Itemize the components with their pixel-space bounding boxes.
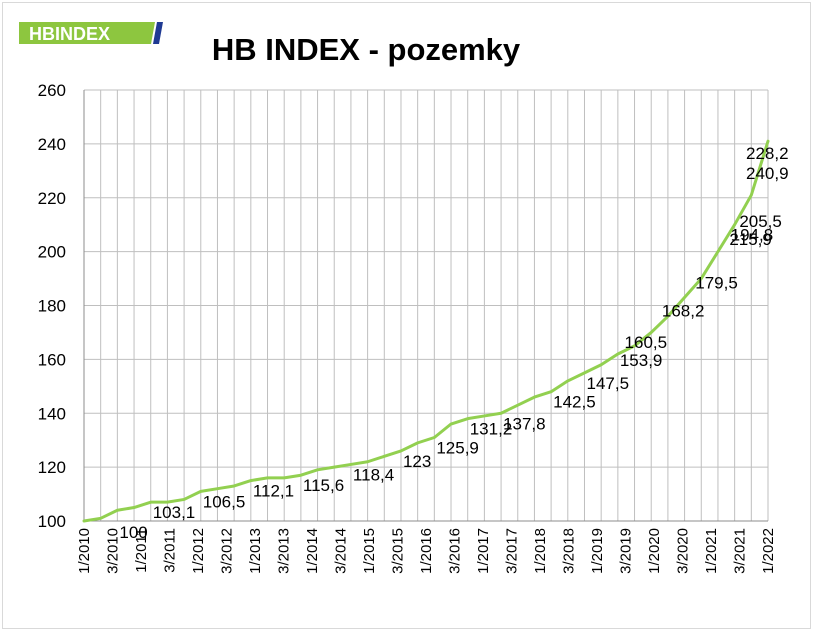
x-tick-label: 3/2013 (276, 528, 293, 574)
data-label: 106,5 (203, 492, 246, 511)
y-tick-label: 140 (38, 404, 66, 423)
x-tick-label: 3/2018 (561, 528, 578, 574)
x-tick-label: 3/2012 (219, 528, 236, 574)
series-line (82, 139, 770, 523)
data-label: 215,9 (729, 230, 772, 249)
y-tick-label: 120 (38, 458, 66, 477)
x-tick-label: 3/2016 (447, 528, 464, 574)
data-label: 103,1 (153, 503, 196, 522)
axes (83, 90, 768, 522)
data-label: 123 (403, 452, 431, 471)
data-label: 228,2 (746, 144, 789, 163)
grid (83, 89, 769, 522)
data-label: 168,2 (662, 301, 705, 320)
x-tick-label: 1/2017 (475, 528, 492, 574)
hbindex-logo: HBINDEX (19, 22, 163, 44)
x-tick-label: 3/2015 (390, 528, 407, 574)
y-tick-label: 100 (38, 512, 66, 531)
x-tick-label: 3/2011 (162, 528, 179, 573)
data-label: 240,9 (746, 164, 789, 183)
logo-green-bar (19, 22, 155, 44)
y-axis-ticks: 100 120 140 160 180 200 220 240 260 (38, 81, 66, 531)
x-tick-label: 1/2019 (589, 528, 606, 574)
x-tick-label: 3/2014 (333, 528, 350, 574)
x-tick-label: 3/2021 (732, 528, 749, 574)
data-label: 125,9 (436, 438, 479, 457)
data-label: 194,8 (731, 226, 774, 245)
y-tick-label: 240 (38, 135, 66, 154)
x-tick-label: 1/2013 (247, 528, 264, 574)
y-tick-label: 160 (38, 350, 66, 369)
x-tick-label: 1/2012 (190, 528, 207, 574)
x-tick-label: 1/2010 (76, 528, 93, 574)
y-tick-label: 260 (38, 81, 66, 100)
data-label: 115,6 (303, 476, 344, 495)
data-label: 147,5 (586, 374, 629, 393)
data-label: 179,5 (695, 274, 738, 293)
y-tick-label: 200 (38, 243, 66, 262)
data-labels: 100 103,1 106,5 112,1 115,6 118,4 123 125,9131,… (119, 144, 788, 542)
x-tick-label: 3/2010 (105, 528, 122, 574)
x-tick-label: 1/2020 (646, 528, 663, 574)
x-tick-label: 3/2020 (675, 528, 692, 574)
data-label: 112,1 (253, 482, 294, 501)
x-tick-label: 3/2017 (504, 528, 521, 574)
x-tick-label: 1/2014 (304, 528, 321, 574)
y-tick-label: 180 (38, 297, 66, 316)
y-tick-label: 220 (38, 189, 66, 208)
x-tick-label: 1/2016 (418, 528, 435, 574)
data-label: 160,5 (625, 333, 668, 352)
x-tick-label: 1/2021 (703, 528, 720, 574)
x-tick-label: 1/2018 (532, 528, 549, 574)
data-label: 205,5 (739, 212, 782, 231)
data-label: 153,9 (620, 351, 663, 370)
data-label: 142,5 (553, 393, 596, 412)
data-label: 118,4 (353, 465, 394, 484)
data-label: 137,8 (503, 414, 546, 433)
logo-accent-stripe (153, 22, 163, 44)
x-axis-ticks: 1/2010 3/2010 1/2011 3/2011 1/2012 3/2012 1/20… (76, 528, 777, 574)
x-tick-label: 1/2022 (760, 528, 777, 574)
data-label: 131,2 (470, 420, 513, 439)
x-tick-label: 1/2011 (133, 528, 150, 573)
series (82, 139, 770, 523)
x-tick-label: 3/2019 (618, 528, 635, 574)
data-label: 100 (119, 523, 147, 542)
x-tick-label: 1/2015 (361, 528, 378, 574)
logo-text: HBINDEX (29, 24, 110, 44)
chart-title: HB INDEX - pozemky (212, 32, 521, 67)
